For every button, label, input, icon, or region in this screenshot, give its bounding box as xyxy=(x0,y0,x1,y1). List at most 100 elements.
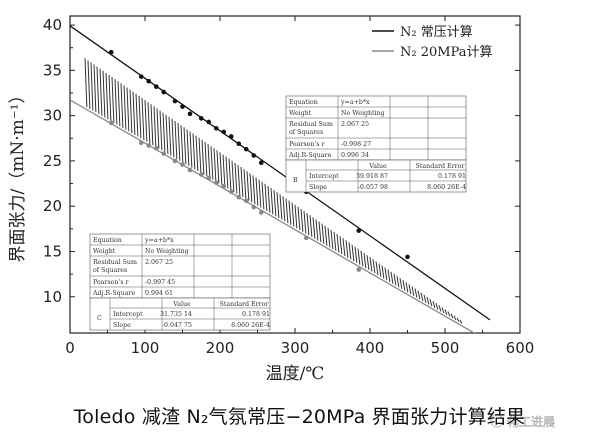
band-hatch xyxy=(336,234,340,253)
band-hatch xyxy=(432,300,436,309)
band-hatch xyxy=(135,93,139,137)
band-hatch xyxy=(321,223,325,244)
band-hatch xyxy=(207,143,211,179)
band-hatch xyxy=(216,150,220,184)
data-point-series-1 xyxy=(161,151,167,156)
band-hatch xyxy=(282,196,286,222)
band-hatch xyxy=(114,79,118,125)
table-cell: of Squares xyxy=(93,267,127,274)
table-param-frame xyxy=(89,297,271,331)
data-point-series-1 xyxy=(236,194,242,200)
table-cell: Intercept xyxy=(309,173,339,180)
x-tick-label: 0 xyxy=(65,339,75,357)
band-hatch xyxy=(96,66,100,115)
band-hatch xyxy=(330,229,334,250)
band-hatch xyxy=(348,242,352,260)
table-cell: Pearson's r xyxy=(289,141,325,148)
data-point-series-0 xyxy=(153,84,159,89)
band-hatch xyxy=(111,76,115,123)
data-point-series-0 xyxy=(198,116,204,121)
band-hatch xyxy=(261,181,265,210)
table-id: C xyxy=(97,315,102,322)
band-hatch xyxy=(294,204,298,229)
band-hatch xyxy=(456,317,460,323)
band-hatch xyxy=(354,246,358,263)
band-hatch xyxy=(360,250,364,267)
band-hatch xyxy=(429,298,433,307)
band-hatch xyxy=(387,269,391,283)
band-hatch xyxy=(384,267,388,281)
x-tick-label: 300 xyxy=(281,339,310,357)
watermark-text: 化工进展 xyxy=(507,415,555,429)
y-tick-label: 10 xyxy=(43,288,62,306)
band-hatch xyxy=(318,221,322,243)
plot-area: 0 100 200 300 400 500 600 10 15 20 25 30 35 40 温度/℃ 界面张… xyxy=(8,15,555,429)
data-point-series-0 xyxy=(187,111,193,117)
band-hatch xyxy=(138,95,142,139)
table-cell: No Weighting xyxy=(145,248,189,255)
band-hatch xyxy=(249,173,253,203)
data-point-series-0 xyxy=(138,74,144,79)
data-point-series-1 xyxy=(258,210,264,215)
table-cell: No Weighting xyxy=(341,110,385,117)
band-hatch xyxy=(345,240,349,258)
band-hatch xyxy=(213,148,217,182)
data-point-series-0 xyxy=(108,49,114,55)
table-cell: -0.047 75 xyxy=(162,322,192,329)
band-hatch xyxy=(243,169,247,199)
table-cell: 8.060 26E-4 xyxy=(231,322,270,329)
band-hatch xyxy=(333,231,337,251)
band-hatch xyxy=(342,238,346,257)
data-point-series-1 xyxy=(108,120,114,126)
band-hatch xyxy=(453,315,457,321)
band-hatch xyxy=(363,252,367,269)
band-hatch xyxy=(372,259,376,274)
band-hatch xyxy=(102,70,106,118)
data-point-series-1 xyxy=(172,158,178,164)
table-cell: Slope xyxy=(309,184,327,191)
band-hatch xyxy=(195,135,199,172)
table-cell: Equation xyxy=(289,99,318,106)
band-hatch xyxy=(105,72,109,120)
band-hatch xyxy=(87,60,91,109)
band-hatch xyxy=(459,319,463,324)
band-hatch xyxy=(168,116,172,156)
band-hatch xyxy=(201,139,205,175)
table-cell: 39.918 87 xyxy=(356,173,388,180)
table-cell: 0.996 34 xyxy=(341,152,369,159)
band-hatch xyxy=(303,210,307,234)
table-top-frame xyxy=(285,95,467,161)
table-cell: 2.067 25 xyxy=(145,259,173,266)
band-hatch xyxy=(327,227,331,248)
data-point-series-0 xyxy=(213,126,219,131)
band-hatch xyxy=(165,114,169,154)
data-point-series-1 xyxy=(198,172,204,177)
band-hatch xyxy=(204,141,208,177)
band-hatch xyxy=(276,192,280,218)
data-point-series-1 xyxy=(187,167,193,173)
table-cell: 0.178 91 xyxy=(438,173,466,180)
band-hatch xyxy=(315,219,319,241)
band-hatch xyxy=(435,303,439,310)
band-hatch xyxy=(222,154,226,187)
band-hatch xyxy=(306,213,310,236)
band-hatch xyxy=(285,198,289,224)
band-hatch xyxy=(234,162,238,194)
data-point-series-0 xyxy=(146,78,152,84)
data-point-series-1 xyxy=(243,198,249,204)
band-hatch xyxy=(339,236,343,255)
data-point-series-1 xyxy=(228,189,234,195)
plot-content xyxy=(70,25,491,333)
figure-caption: Toledo 减渣 N₂气氛常压−20MPa 界面张力计算结果 xyxy=(73,406,526,428)
watermark-icon xyxy=(490,414,504,428)
band-hatch xyxy=(123,85,127,130)
band-hatch xyxy=(270,187,274,215)
table-cell: Value xyxy=(368,163,387,170)
band-hatch xyxy=(324,225,328,246)
data-point-series-0 xyxy=(172,98,178,104)
table-cell: Pearson's r xyxy=(93,279,129,286)
x-tick-label: 400 xyxy=(356,339,385,357)
band-hatch xyxy=(231,160,235,192)
x-tick-label: 600 xyxy=(506,339,535,357)
band-hatch xyxy=(402,280,406,291)
